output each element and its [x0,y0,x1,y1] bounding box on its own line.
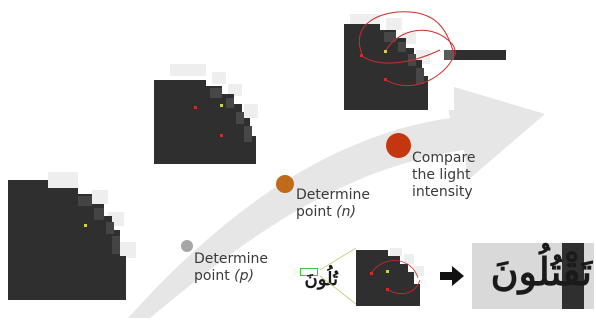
word-small: تُلُونَ [304,269,339,290]
word-large-panel: تَقْتُلُونَ [472,243,594,309]
step-dot-point-n [276,175,294,193]
step-dot-compare [386,133,411,158]
zoomed-pixel-inset [356,248,428,306]
word-large: تَقْتُلُونَ [490,249,592,294]
step-label-point-p: Determine point (p) [194,251,268,285]
step-label-compare-line3: intensity [412,184,473,200]
step-label-compare-line2: the light [412,167,471,183]
step-label-compare-line1: Compare [412,150,476,166]
zoom-connector-lines [319,247,357,305]
word-small-wrap: تُلُونَ [296,266,340,296]
step-label-point-n: Determine point (n) [296,187,370,221]
step-label-point-n-line2: point (n) [296,204,356,220]
pixel-image-compare [344,11,506,110]
step-dot-point-p [181,240,193,252]
right-arrow-icon [440,266,464,286]
pixel-image-point-p [8,172,136,300]
point-p-marker [84,224,87,227]
var-p: (p) [234,268,254,284]
step-label-point-p-line2: point (p) [194,268,254,284]
var-n: (n) [336,204,356,220]
green-highlight-box [300,268,318,276]
pixel-image-point-n [154,64,266,164]
step-label-point-p-line1: Determine [194,251,269,267]
step-label-compare: Compare the light intensity [412,150,476,201]
step-label-point-n-line1: Determine [296,187,371,203]
word-large-dark-segment [562,243,584,309]
